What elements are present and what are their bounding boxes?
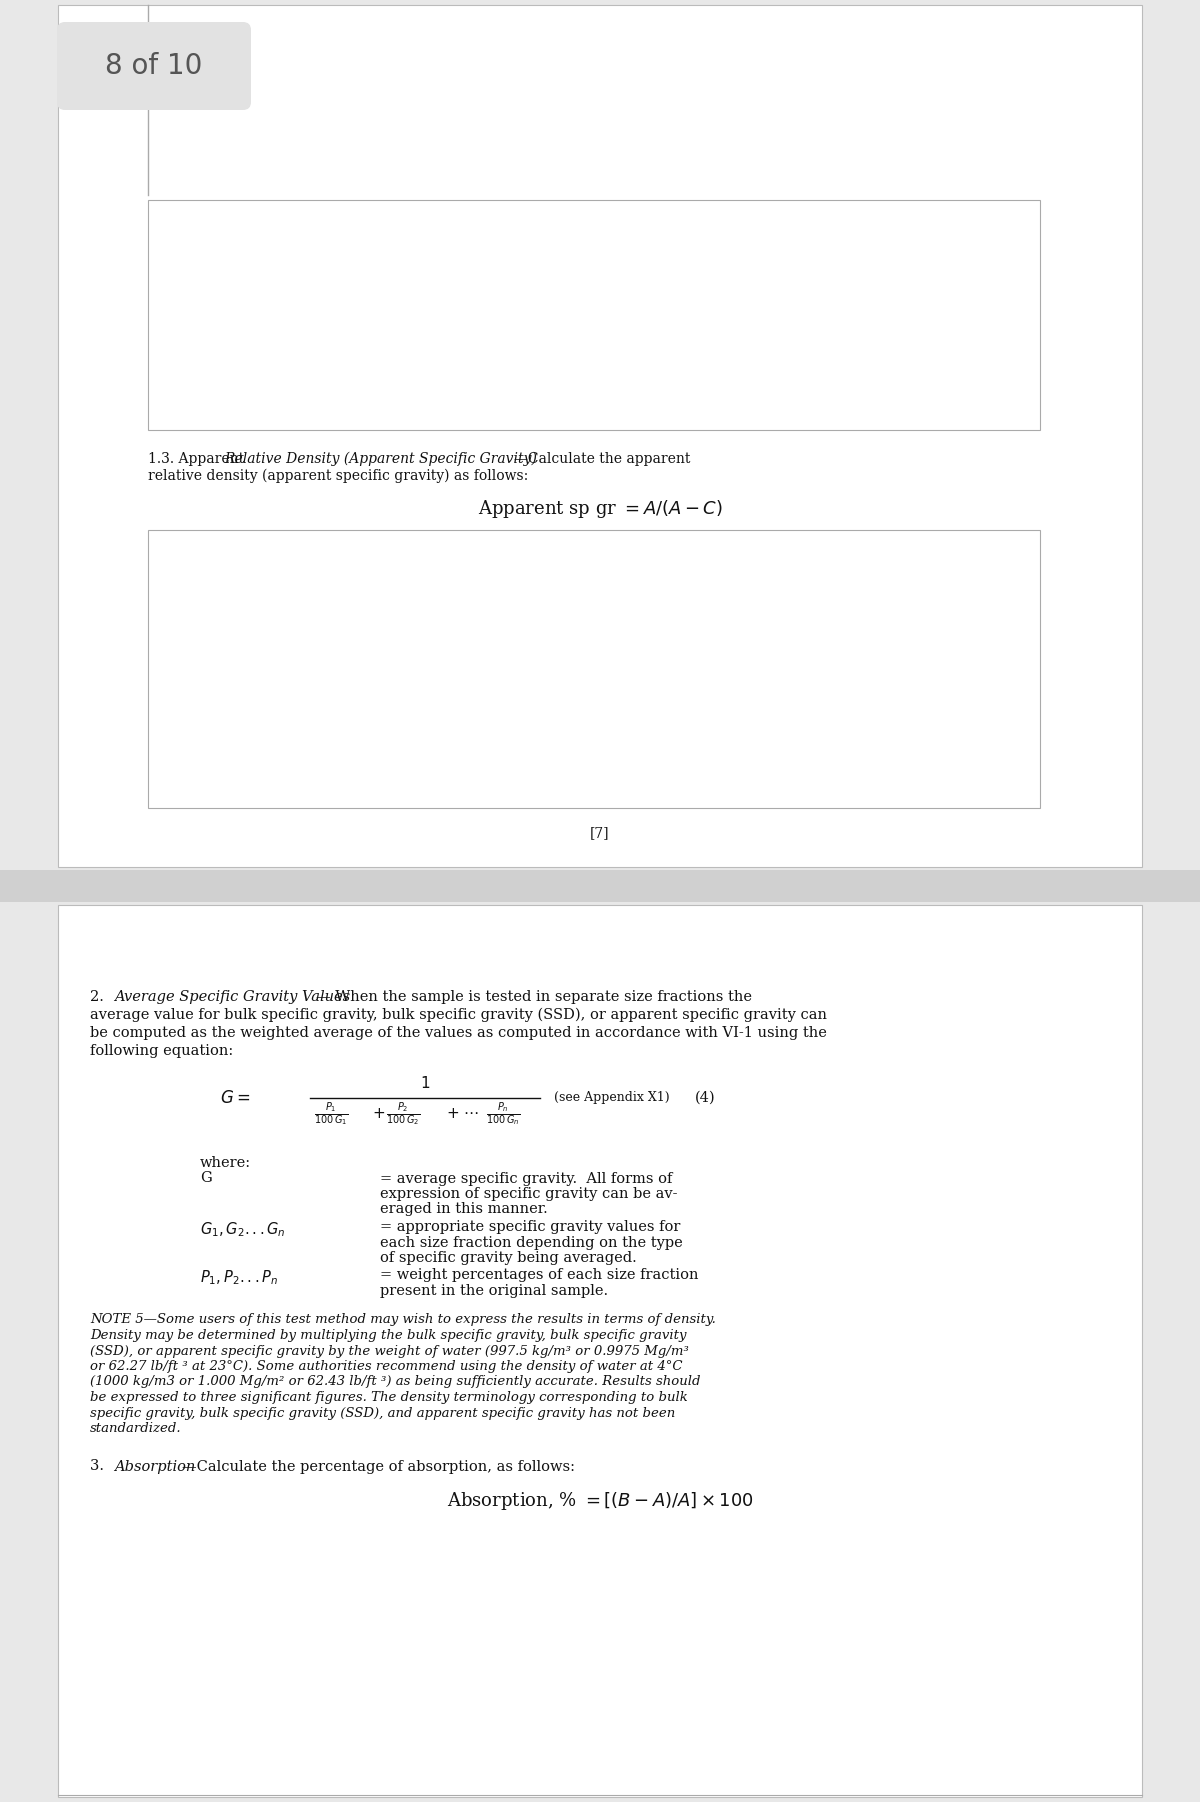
Text: be computed as the weighted average of the values as computed in accordance with: be computed as the weighted average of t… [90,1025,827,1040]
Text: following equation:: following equation: [90,1043,233,1058]
Text: $\frac{P_n}{100\,G_n}$: $\frac{P_n}{100\,G_n}$ [486,1101,521,1128]
Bar [58,905,1142,1797]
Bar [58,5,1142,867]
Text: (4): (4) [695,1090,715,1105]
Text: Apparent sp gr $= A/(A - C)$: Apparent sp gr $= A/(A - C)$ [478,497,722,521]
Text: relative density (apparent specific gravity) as follows:: relative density (apparent specific grav… [148,469,528,483]
Text: G: G [200,1171,211,1186]
Text: $G =$: $G =$ [220,1088,250,1106]
Text: $+$: $+$ [372,1106,385,1121]
Bar [148,200,1040,431]
Text: —Calculate the percentage of absorption, as follows:: —Calculate the percentage of absorption,… [182,1460,575,1474]
Text: $\frac{P_1}{100\,G_1}$: $\frac{P_1}{100\,G_1}$ [314,1101,348,1128]
Text: $G_1, G_2 ... G_n$: $G_1, G_2 ... G_n$ [200,1220,286,1238]
Text: $\frac{P_2}{100\,G_2}$: $\frac{P_2}{100\,G_2}$ [386,1101,420,1128]
Text: 3.: 3. [90,1460,113,1474]
Text: specific gravity, bulk specific gravity (SSD), and apparent specific gravity has: specific gravity, bulk specific gravity … [90,1407,676,1420]
Text: of specific gravity being averaged.: of specific gravity being averaged. [380,1251,637,1265]
Text: — When the sample is tested in separate size fractions the: — When the sample is tested in separate … [316,989,752,1004]
Text: or 62.27 lb/ft ³ at 23°C). Some authorities recommend using the density of water: or 62.27 lb/ft ³ at 23°C). Some authorit… [90,1361,683,1373]
Text: NOTE 5—Some users of this test method may wish to express the results in terms o: NOTE 5—Some users of this test method ma… [90,1314,716,1326]
Text: (SSD), or apparent specific gravity by the weight of water (997.5 kg/m³ or 0.997: (SSD), or apparent specific gravity by t… [90,1344,689,1357]
Text: = weight percentages of each size fraction: = weight percentages of each size fracti… [380,1269,698,1283]
Bar [148,530,1040,807]
Text: = average specific gravity.  All forms of: = average specific gravity. All forms of [380,1171,672,1186]
Text: $+\ \cdots$: $+\ \cdots$ [446,1106,479,1121]
Text: $P_1, P_2 ... P_n$: $P_1, P_2 ... P_n$ [200,1269,278,1287]
Text: present in the original sample.: present in the original sample. [380,1285,608,1297]
Text: (1000 kg/m3 or 1.000 Mg/m² or 62.43 lb/ft ³) as being sufficiently accurate. Res: (1000 kg/m3 or 1.000 Mg/m² or 62.43 lb/f… [90,1375,701,1389]
Text: average value for bulk specific gravity, bulk specific gravity (SSD), or apparen: average value for bulk specific gravity,… [90,1007,827,1022]
Text: eraged in this manner.: eraged in this manner. [380,1202,547,1216]
Text: each size fraction depending on the type: each size fraction depending on the type [380,1236,683,1249]
Text: 2.: 2. [90,989,113,1004]
Text: where:: where: [200,1157,251,1169]
Text: = appropriate specific gravity values for: = appropriate specific gravity values fo… [380,1220,680,1234]
Text: [7]: [7] [590,825,610,840]
Text: Relative Density (Apparent Specific Gravity): Relative Density (Apparent Specific Grav… [224,452,536,467]
Text: Absorption: Absorption [114,1460,196,1474]
Text: 1.3. Apparent: 1.3. Apparent [148,452,248,467]
Text: —Calculate the apparent: —Calculate the apparent [514,452,690,467]
Text: standardized.: standardized. [90,1422,181,1434]
Text: Absorption, % $= [(B - A)/A] \times 100$: Absorption, % $= [(B - A)/A] \times 100$ [446,1490,754,1512]
FancyBboxPatch shape [58,22,251,110]
Text: be expressed to three significant figures. The density terminology corresponding: be expressed to three significant figure… [90,1391,688,1404]
Text: 1: 1 [420,1076,430,1092]
Text: expression of specific gravity can be av-: expression of specific gravity can be av… [380,1188,678,1200]
Bar [0,870,1200,903]
Text: Average Specific Gravity Values: Average Specific Gravity Values [114,989,350,1004]
Text: 8 of 10: 8 of 10 [106,52,203,79]
Text: Density may be determined by multiplying the bulk specific gravity, bulk specifi: Density may be determined by multiplying… [90,1330,686,1342]
Text: (see Appendix X1): (see Appendix X1) [554,1092,670,1105]
